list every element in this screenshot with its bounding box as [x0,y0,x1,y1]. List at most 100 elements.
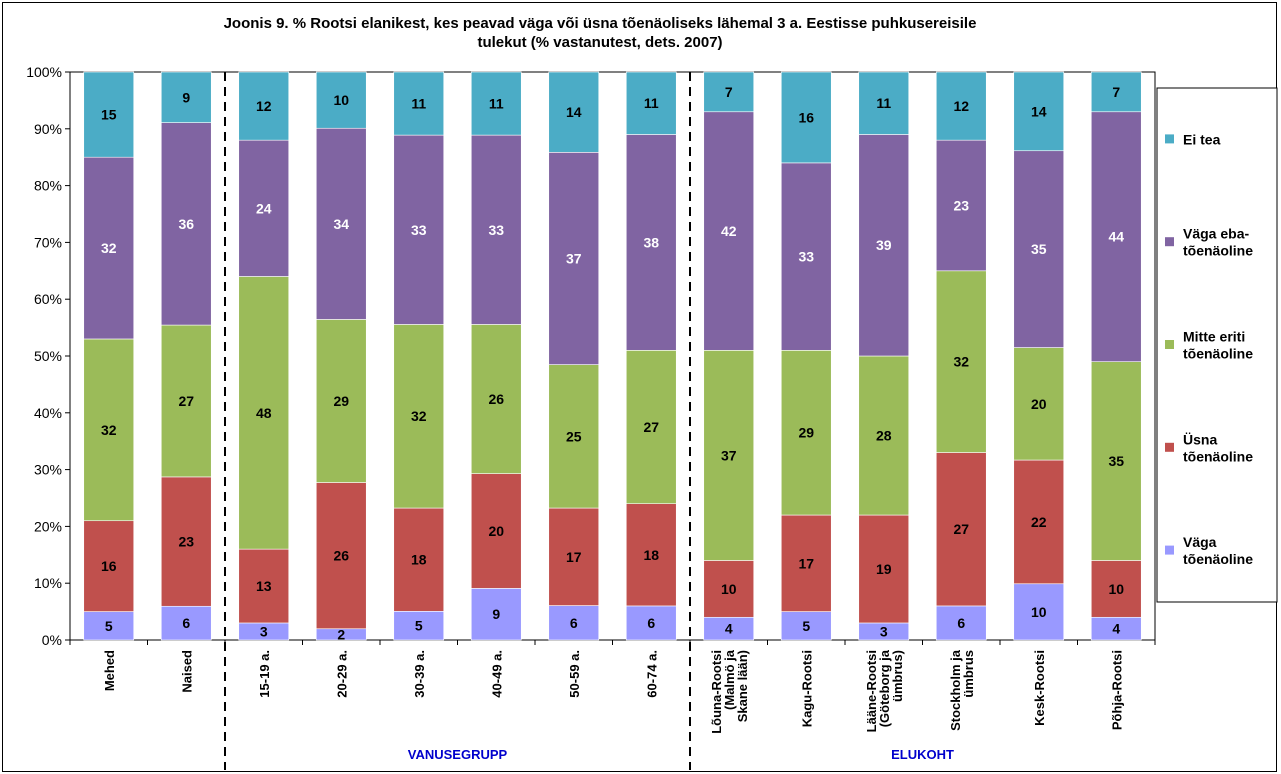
data-label: 20 [1031,396,1047,412]
data-label: 19 [876,561,892,577]
data-label: 42 [721,223,737,239]
data-label: 16 [798,109,814,125]
category-label: ümbrus [961,650,976,698]
category-label: 60-74 a. [644,650,659,698]
data-label: 10 [1108,581,1124,597]
bar-segment [315,127,367,320]
legend-label: tõenäoline [1183,243,1253,259]
bar-segment [238,139,290,277]
bar-segment [470,588,522,641]
category-label: Kagu-Rootsi [799,650,814,727]
data-label: 35 [1108,453,1124,469]
data-label: 32 [101,422,117,438]
data-label: 28 [876,428,892,444]
bar-segment [160,324,212,478]
data-label: 29 [798,425,814,441]
data-label: 29 [333,393,349,409]
y-tick-label: 50% [34,348,62,364]
data-label: 10 [333,92,349,108]
category-label: 15-19 a. [257,650,272,698]
legend-swatch [1165,340,1174,349]
data-label: 10 [1031,604,1047,620]
bar-segment [470,134,522,325]
data-label: 22 [1031,514,1047,530]
data-label: 37 [566,250,582,266]
data-label: 14 [1031,103,1047,119]
category-label: 30-39 a. [412,650,427,698]
category-label: ümbrus) [890,650,905,702]
data-label: 11 [644,95,659,111]
category-label: Põhja-Rootsi [1109,650,1124,730]
chart-title-line-1: Joonis 9. % Rootsi elanikest, kes peavad… [223,15,977,32]
y-tick-label: 60% [34,291,62,307]
bar-segment [548,364,600,509]
data-label: 23 [953,197,969,213]
data-label: 26 [488,391,504,407]
bar-segment [858,355,910,516]
data-label: 48 [256,405,272,421]
bar-segment [393,611,445,641]
data-label: 5 [802,618,810,634]
data-label: 3 [260,623,268,639]
data-label: 32 [101,240,117,256]
bar-segment [1090,560,1142,618]
bar-segment [625,71,677,135]
data-label: 38 [643,234,659,250]
legend-swatch [1165,442,1174,452]
plot-area [69,71,1156,641]
bar-segment [935,139,987,272]
data-label: 10 [721,581,737,597]
category-label: (Malmö ja [722,649,737,710]
data-label: 18 [411,552,427,568]
bar-segment [780,514,832,612]
data-label: 17 [798,555,814,571]
bar-segment [935,605,987,641]
bar-segment [703,71,755,113]
bar-segment [1013,583,1065,641]
bar-segment [935,270,987,453]
bar-segment [83,338,135,522]
legend-label: tõenäoline [1183,551,1253,567]
data-label: 20 [488,523,504,539]
category-label: 50-59 a. [567,650,582,698]
data-label: 2 [337,626,345,642]
legend-label: Mitte eriti [1183,329,1245,345]
bar-segment [548,152,600,365]
bar-segment [548,507,600,606]
data-label: 13 [256,578,272,594]
data-label: 25 [566,428,582,444]
bar-segment [1090,71,1142,113]
category-label: Lõuna-Rootsi [709,650,724,734]
data-label: 6 [647,615,655,631]
bar-segment [703,350,755,561]
data-label: 26 [333,548,349,564]
category-label: 40-49 a. [489,650,504,698]
bar-segment [393,71,445,136]
y-tick-label: 70% [34,234,62,250]
data-label: 37 [721,447,737,463]
bar-segment [780,611,832,641]
y-tick-label: 40% [34,405,62,421]
bar-segment [1013,150,1065,348]
data-label: 7 [1112,84,1120,100]
bar-segment [160,71,212,123]
legend-label: Väga eba- [1183,226,1249,242]
data-label: 6 [570,615,578,631]
bar-segment [1013,459,1065,585]
bar-segment [1013,71,1065,152]
bar-segment [703,111,755,351]
bar-segment [858,71,910,135]
data-label: 18 [643,547,659,563]
data-label: 27 [953,521,969,537]
data-label: 16 [101,558,117,574]
category-label: (Göteborg ja [877,649,892,727]
data-label: 6 [182,615,190,631]
legend-label: tõenäoline [1183,346,1253,362]
bar-segment [83,611,135,641]
data-label: 5 [105,618,113,634]
category-label: Skane lään) [735,650,750,722]
data-label: 14 [566,104,582,120]
bar-segment [1013,347,1065,461]
legend-swatch [1165,134,1174,144]
legend-box [1156,87,1278,603]
